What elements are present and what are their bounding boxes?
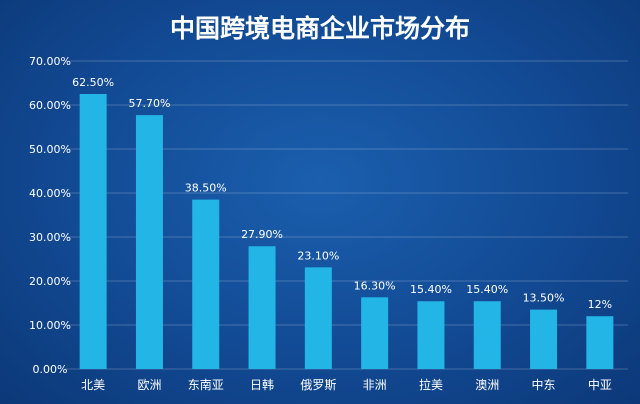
x-category-label: 中东 <box>532 377 556 392</box>
y-axis-tick-labels: 0.00% 10.00% 20.00% 30.00% 40.00% 50.00% 60.00… <box>29 55 71 376</box>
x-axis-category-labels: 北美 欧洲 东南亚 日韩 俄罗斯 非洲 拉美 澳洲 中东 中亚 <box>81 377 612 392</box>
data-label: 12% <box>588 298 612 311</box>
data-label: 13.50% <box>523 292 565 305</box>
bar <box>192 199 220 369</box>
data-label: 16.30% <box>354 279 396 292</box>
y-tick-label: 60.00% <box>29 99 71 112</box>
bar <box>135 115 163 370</box>
data-label: 15.40% <box>410 283 452 296</box>
data-label: 23.10% <box>297 249 339 262</box>
y-tick-label: 20.00% <box>29 275 71 288</box>
data-label: 15.40% <box>466 283 508 296</box>
x-category-label: 俄罗斯 <box>300 378 336 392</box>
x-category-label: 拉美 <box>419 377 443 392</box>
x-category-label: 北美 <box>81 378 105 392</box>
bar <box>361 297 389 369</box>
data-label: 27.90% <box>241 228 283 241</box>
y-tick-label: 50.00% <box>29 143 71 156</box>
y-tick-label: 10.00% <box>29 319 71 332</box>
data-label: 57.70% <box>128 97 170 110</box>
y-tick-label: 70.00% <box>29 55 71 68</box>
x-category-label: 东南亚 <box>188 377 224 392</box>
x-category-label: 非洲 <box>363 378 387 392</box>
x-category-label: 中亚 <box>588 377 612 392</box>
bar <box>417 301 445 369</box>
bar <box>304 267 332 369</box>
x-category-label: 欧洲 <box>137 378 161 392</box>
y-tick-label: 0.00% <box>33 363 68 376</box>
bar <box>530 309 558 369</box>
bars <box>79 94 614 370</box>
y-tick-label: 40.00% <box>29 187 71 200</box>
bar <box>248 246 276 369</box>
data-label: 38.50% <box>185 182 227 195</box>
bar <box>79 94 107 369</box>
bar <box>473 301 501 369</box>
data-label: 62.50% <box>72 76 114 89</box>
y-tick-label: 30.00% <box>29 231 71 244</box>
chart-title: 中国跨境电商企业市场分布 <box>170 14 470 43</box>
bar <box>586 316 614 369</box>
x-category-label: 澳洲 <box>475 378 499 392</box>
data-labels: 62.50% 57.70% 38.50% 27.90% 23.10% 16.30% 15.4… <box>72 76 612 311</box>
x-category-label: 日韩 <box>250 377 274 392</box>
